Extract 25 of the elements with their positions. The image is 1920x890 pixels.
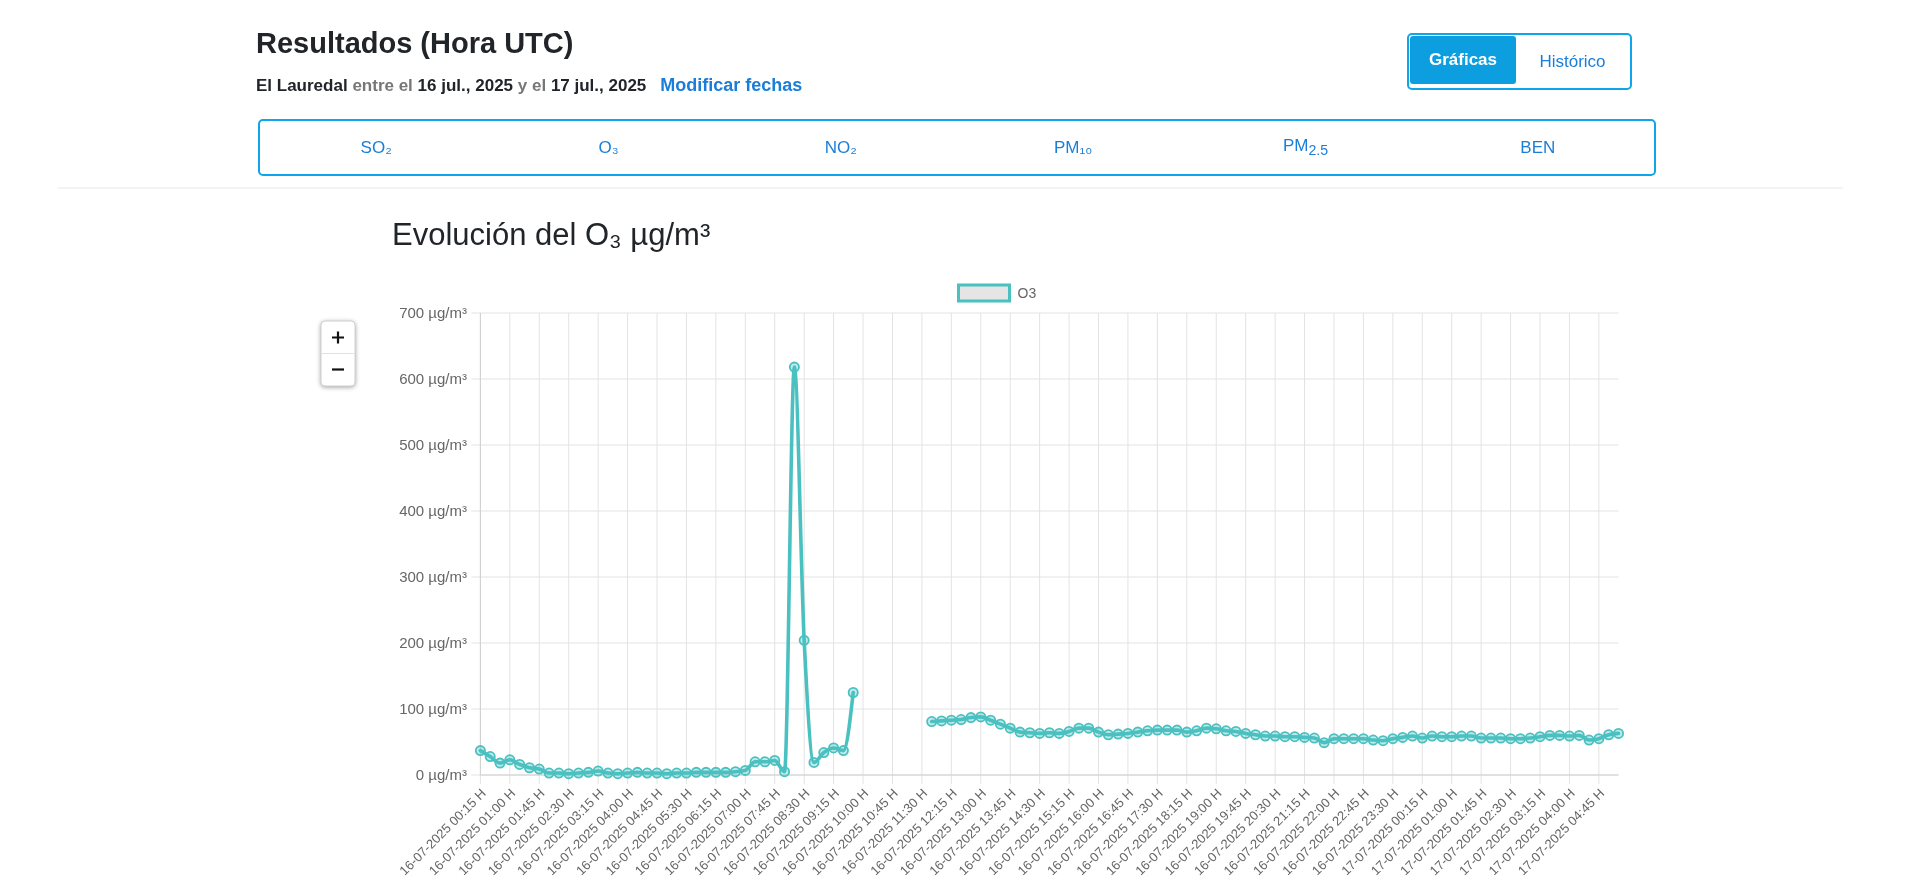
text: Histórico bbox=[1539, 51, 1606, 72]
text: entre el bbox=[352, 76, 413, 95]
y-tick-label: 400 µg/m³ bbox=[399, 502, 467, 520]
text: BEN bbox=[1520, 137, 1556, 158]
text: El Lauredal bbox=[256, 76, 348, 95]
y-tick-label: 700 µg/m³ bbox=[399, 304, 467, 322]
text: PM₁₀ bbox=[1054, 137, 1093, 158]
legend-label: O3 bbox=[1017, 285, 1037, 301]
y-tick-label: 200 µg/m³ bbox=[399, 634, 467, 652]
y-tick-label: 600 µg/m³ bbox=[399, 370, 467, 388]
text: 16 jul., 2025 bbox=[417, 76, 514, 95]
text: O₃ bbox=[598, 137, 619, 158]
text: y el bbox=[517, 76, 547, 95]
y-tick-label: 300 µg/m³ bbox=[399, 568, 467, 586]
text: 17 jul., 2025 bbox=[550, 76, 647, 95]
text: Gráficas bbox=[1428, 50, 1498, 70]
chart-title: Evolución del O₃ µg/m³ bbox=[392, 217, 711, 252]
text: Resultados (Hora UTC) bbox=[256, 27, 574, 59]
text: PM$_{2.5}$ bbox=[1282, 136, 1329, 159]
y-tick-label: 100 µg/m³ bbox=[399, 700, 467, 718]
text: NO₂ bbox=[824, 137, 857, 158]
text: Modificar fechas bbox=[660, 75, 803, 95]
text: SO₂ bbox=[360, 137, 392, 158]
y-tick-label: 0 µg/m³ bbox=[415, 766, 467, 784]
y-tick-label: 500 µg/m³ bbox=[399, 436, 467, 454]
